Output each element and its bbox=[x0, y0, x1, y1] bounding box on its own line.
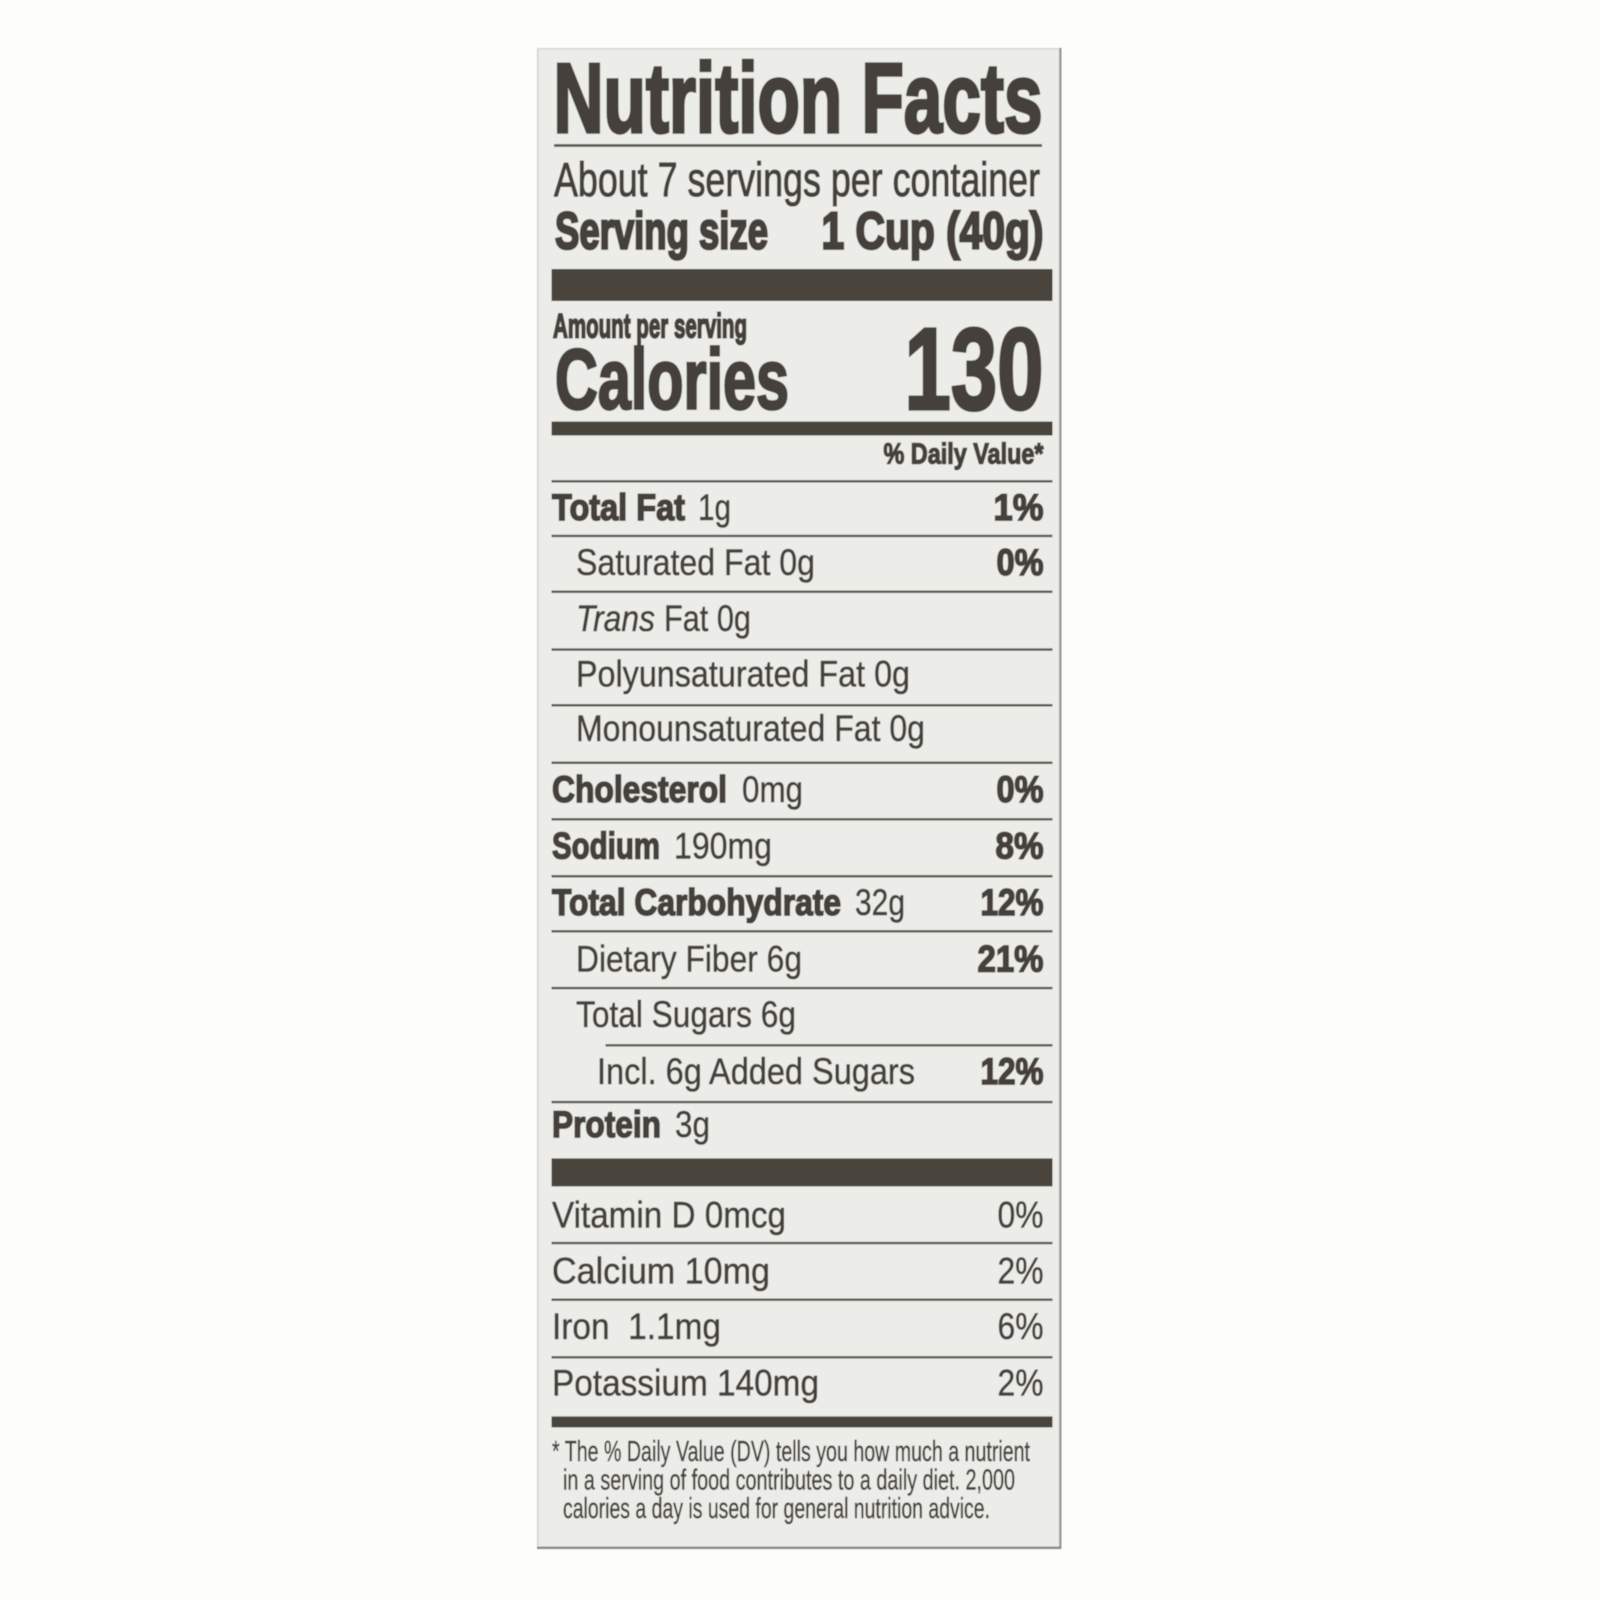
svg-text:21%: 21% bbox=[978, 937, 1044, 979]
svg-text:Calcium 10mg: Calcium 10mg bbox=[552, 1250, 770, 1292]
svg-text:Polyunsaturated Fat 0g: Polyunsaturated Fat 0g bbox=[576, 653, 910, 695]
svg-text:190mg: 190mg bbox=[674, 825, 772, 867]
svg-text:8%: 8% bbox=[996, 825, 1044, 867]
svg-text:Calories: Calories bbox=[555, 333, 789, 428]
svg-text:Total Fat: Total Fat bbox=[552, 486, 685, 528]
svg-text:Vitamin D 0mcg: Vitamin D 0mcg bbox=[552, 1193, 786, 1235]
svg-text:0%: 0% bbox=[998, 1193, 1044, 1235]
svg-text:1 Cup (40g): 1 Cup (40g) bbox=[822, 203, 1044, 261]
svg-text:Iron 1.1mg: Iron 1.1mg bbox=[552, 1305, 721, 1347]
svg-text:0%: 0% bbox=[997, 541, 1044, 583]
svg-text:1g: 1g bbox=[698, 486, 731, 528]
svg-text:Fat 0g: Fat 0g bbox=[664, 597, 751, 639]
svg-text:Serving size: Serving size bbox=[555, 203, 768, 261]
svg-text:Amount per serving: Amount per serving bbox=[553, 308, 747, 346]
svg-text:12%: 12% bbox=[981, 881, 1044, 923]
svg-text:About 7 servings per container: About 7 servings per container bbox=[554, 154, 1040, 207]
svg-text:130: 130 bbox=[905, 304, 1044, 434]
svg-text:Monounsaturated Fat 0g: Monounsaturated Fat 0g bbox=[576, 707, 925, 749]
svg-text:1%: 1% bbox=[994, 486, 1044, 528]
svg-text:2%: 2% bbox=[998, 1250, 1044, 1292]
svg-text:12%: 12% bbox=[981, 1050, 1044, 1092]
svg-text:Dietary Fiber 6g: Dietary Fiber 6g bbox=[576, 937, 802, 979]
svg-text:Nutrition Facts: Nutrition Facts bbox=[554, 43, 1043, 153]
svg-text:Total Sugars 6g: Total Sugars 6g bbox=[576, 993, 796, 1035]
svg-text:* The % Daily Value (DV) tells: * The % Daily Value (DV) tells you how m… bbox=[552, 1436, 1030, 1468]
svg-text:0%: 0% bbox=[997, 768, 1044, 810]
svg-text:% Daily Value*: % Daily Value* bbox=[884, 439, 1045, 471]
svg-text:Saturated Fat 0g: Saturated Fat 0g bbox=[576, 541, 815, 583]
svg-text:Potassium 140mg: Potassium 140mg bbox=[552, 1362, 819, 1404]
svg-text:Protein: Protein bbox=[552, 1103, 661, 1145]
svg-text:Total Carbohydrate: Total Carbohydrate bbox=[552, 881, 841, 923]
svg-text:Trans: Trans bbox=[576, 597, 655, 639]
svg-text:0mg: 0mg bbox=[742, 768, 803, 810]
svg-text:6%: 6% bbox=[998, 1305, 1044, 1347]
svg-text:2%: 2% bbox=[998, 1362, 1044, 1404]
svg-text:Incl. 6g Added Sugars: Incl. 6g Added Sugars bbox=[597, 1050, 915, 1092]
svg-text:in a serving of food contribut: in a serving of food contributes to a da… bbox=[563, 1465, 1015, 1497]
svg-text:32g: 32g bbox=[855, 881, 905, 923]
svg-text:Sodium: Sodium bbox=[552, 825, 660, 867]
svg-text:calories a day is used for gen: calories a day is used for general nutri… bbox=[563, 1493, 990, 1525]
svg-text:Cholesterol: Cholesterol bbox=[552, 768, 727, 810]
svg-text:3g: 3g bbox=[675, 1103, 710, 1145]
